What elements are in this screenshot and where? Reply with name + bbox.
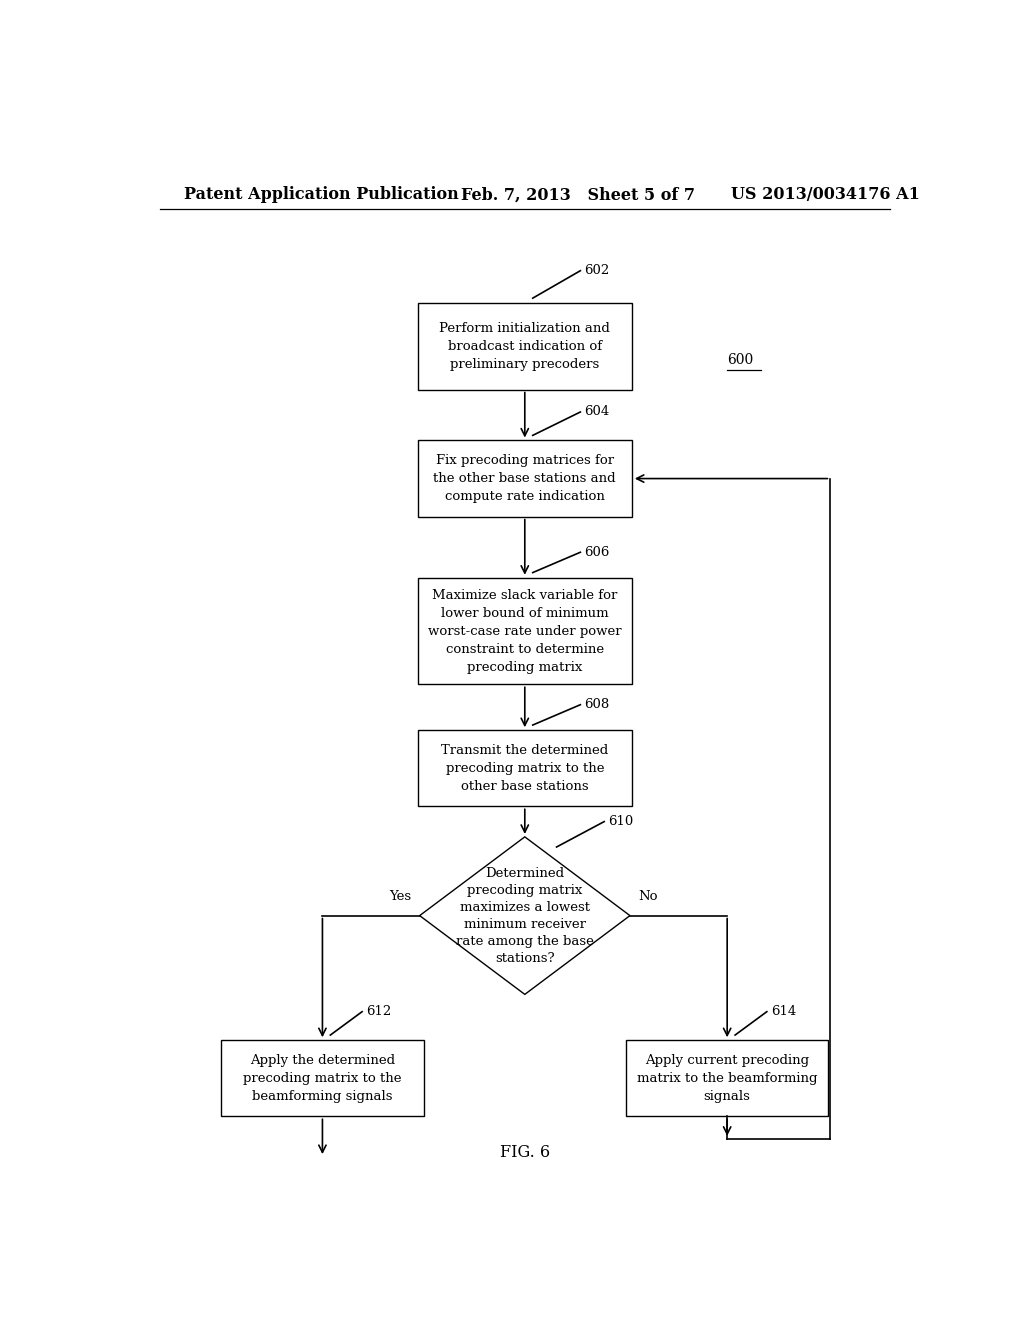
FancyBboxPatch shape	[418, 578, 632, 684]
Text: 614: 614	[771, 1005, 796, 1018]
Polygon shape	[420, 837, 630, 994]
Text: Patent Application Publication: Patent Application Publication	[183, 186, 459, 203]
Text: 610: 610	[608, 816, 634, 828]
Text: US 2013/0034176 A1: US 2013/0034176 A1	[731, 186, 920, 203]
Text: Fix precoding matrices for
the other base stations and
compute rate indication: Fix precoding matrices for the other bas…	[433, 454, 616, 503]
Text: 612: 612	[367, 1005, 391, 1018]
Text: Apply current precoding
matrix to the beamforming
signals: Apply current precoding matrix to the be…	[637, 1053, 817, 1102]
FancyBboxPatch shape	[418, 441, 632, 516]
Text: Transmit the determined
precoding matrix to the
other base stations: Transmit the determined precoding matrix…	[441, 743, 608, 793]
Text: FIG. 6: FIG. 6	[500, 1144, 550, 1160]
Text: No: No	[638, 891, 657, 903]
Text: Perform initialization and
broadcast indication of
preliminary precoders: Perform initialization and broadcast ind…	[439, 322, 610, 371]
FancyBboxPatch shape	[418, 730, 632, 807]
FancyBboxPatch shape	[221, 1040, 424, 1117]
Text: Maximize slack variable for
lower bound of minimum
worst-case rate under power
c: Maximize slack variable for lower bound …	[428, 589, 622, 673]
Text: 608: 608	[585, 698, 609, 711]
Text: 606: 606	[585, 545, 609, 558]
FancyBboxPatch shape	[418, 304, 632, 389]
Text: 604: 604	[585, 405, 609, 418]
Text: 600: 600	[727, 352, 754, 367]
FancyBboxPatch shape	[626, 1040, 828, 1117]
Text: Determined
precoding matrix
maximizes a lowest
minimum receiver
rate among the b: Determined precoding matrix maximizes a …	[456, 867, 594, 965]
Text: Yes: Yes	[389, 891, 412, 903]
Text: 602: 602	[585, 264, 609, 277]
Text: Feb. 7, 2013   Sheet 5 of 7: Feb. 7, 2013 Sheet 5 of 7	[461, 186, 695, 203]
Text: Apply the determined
precoding matrix to the
beamforming signals: Apply the determined precoding matrix to…	[243, 1053, 401, 1102]
